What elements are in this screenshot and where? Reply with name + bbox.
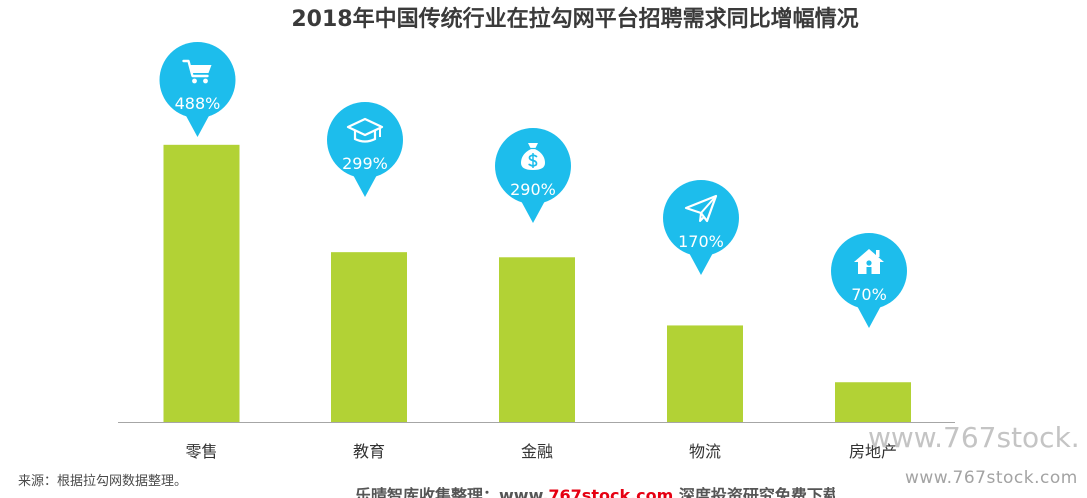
bar-education <box>331 252 407 422</box>
watermark-line-1: www.767stock. <box>868 421 1080 454</box>
value-bubble-education: 299% <box>327 102 403 197</box>
data-label-retail: 488% <box>175 94 221 113</box>
graduation-cap-icon <box>346 117 384 143</box>
money-bag-icon <box>521 143 545 170</box>
house-icon <box>854 249 884 274</box>
data-label-finance: 290% <box>510 180 556 199</box>
bubble-circle <box>327 102 403 178</box>
value-bubble-retail: 488% <box>159 42 236 137</box>
bubble-pointer <box>520 199 546 223</box>
category-label-real-estate: 房地产 <box>849 442 897 461</box>
value-bubble-real-estate: 70% <box>831 233 907 328</box>
category-label-logistics: 物流 <box>689 442 721 461</box>
chart-title: 2018年中国传统行业在拉勾网平台招聘需求同比增幅情况 <box>291 7 859 32</box>
value-bubble-logistics: 170% <box>663 180 739 275</box>
bubble-pointer <box>856 304 882 328</box>
bubble-pointer <box>184 113 211 137</box>
source-note: 来源：根据拉勾网数据整理。 <box>18 474 188 489</box>
paper-plane-icon <box>684 194 718 223</box>
data-label-logistics: 170% <box>678 232 724 251</box>
category-label-retail: 零售 <box>185 442 217 461</box>
data-label-education: 299% <box>342 154 388 173</box>
footer-watermark-link: 767stock.com <box>548 486 674 498</box>
bubble-circle <box>159 42 236 118</box>
bar-logistics <box>667 325 743 422</box>
category-label-finance: 金融 <box>521 442 553 461</box>
footer-watermark: 乐晴智库收集整理：www.767stock.com 深度投资研究免费下载 <box>355 486 835 498</box>
shopping-cart-icon <box>182 59 212 84</box>
category-label-education: 教育 <box>353 442 385 461</box>
data-label-real-estate: 70% <box>851 285 887 304</box>
bar-finance <box>499 257 575 422</box>
value-bubble-finance: 290% <box>495 128 571 223</box>
footer-watermark-suffix: 深度投资研究免费下载 <box>673 486 835 498</box>
bubble-pointer <box>688 251 714 275</box>
footer-watermark-prefix: 乐晴智库收集整理：www. <box>355 486 549 498</box>
bar-retail <box>163 144 240 423</box>
bubble-pointer <box>352 173 378 197</box>
bar-real-estate <box>835 382 911 422</box>
watermark-line-2: www.767stock.com <box>905 468 1078 488</box>
